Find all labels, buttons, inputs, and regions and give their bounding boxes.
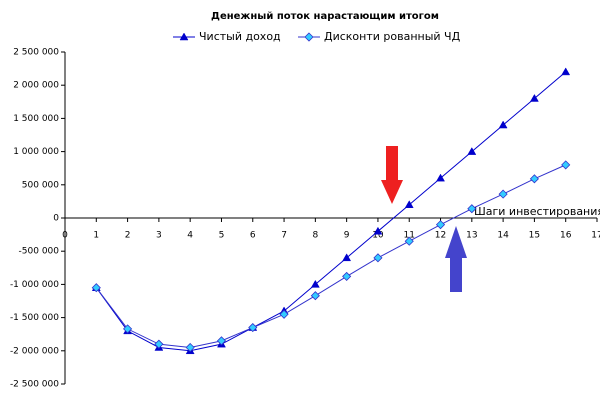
x-tick-label: 9 — [344, 231, 350, 241]
marker — [342, 253, 352, 262]
x-tick-label: 13 — [466, 231, 477, 241]
marker — [561, 67, 571, 76]
x-tick-label: 16 — [560, 231, 572, 241]
x-tick-label: 0 — [62, 231, 68, 241]
y-tick-label: -2 000 000 — [10, 346, 59, 356]
marker — [373, 253, 383, 263]
x-tick-label: 12 — [435, 231, 446, 241]
x-tick-label: 17 — [591, 231, 600, 241]
marker — [279, 309, 289, 319]
y-tick-label: -1 500 000 — [10, 313, 59, 323]
marker — [310, 279, 320, 288]
y-tick-label: 0 — [53, 214, 59, 224]
y-tick-label: -500 000 — [19, 247, 60, 257]
legend-marker — [304, 32, 314, 42]
marker — [216, 336, 227, 346]
x-tick-label: 14 — [497, 231, 509, 241]
marker — [467, 204, 477, 214]
marker — [123, 324, 133, 334]
marker — [310, 291, 320, 301]
marker — [435, 220, 446, 230]
marker — [529, 174, 539, 184]
x-tick-label: 8 — [312, 231, 318, 241]
x-tick-label: 11 — [404, 231, 415, 241]
y-tick-label: 1 500 000 — [13, 114, 59, 124]
x-tick-label: 1 — [93, 231, 99, 241]
y-tick-label: -2 500 000 — [10, 380, 59, 390]
legend-marker — [179, 32, 189, 41]
x-tick-label: 6 — [250, 231, 256, 241]
marker — [373, 226, 383, 235]
x-axis-label: Шаги инвестирования — [474, 205, 600, 218]
marker — [154, 339, 164, 349]
x-tick-label: 5 — [219, 231, 225, 241]
x-tick-label: 7 — [281, 231, 287, 241]
arrow-up — [445, 226, 467, 292]
y-tick-label: 2 000 000 — [13, 81, 59, 91]
x-tick-label: 2 — [125, 231, 131, 241]
series-line — [95, 71, 567, 352]
marker — [404, 236, 414, 246]
y-tick-label: -1 000 000 — [10, 280, 59, 290]
y-tick-label: 500 000 — [22, 180, 59, 190]
marker — [436, 173, 445, 182]
marker — [561, 160, 571, 170]
series-line — [95, 164, 566, 348]
y-tick-label: 1 000 000 — [13, 147, 59, 157]
legend-label: Чистый доход — [199, 30, 281, 43]
marker — [342, 271, 352, 281]
marker — [498, 189, 508, 199]
marker — [185, 342, 195, 353]
x-tick-label: 15 — [529, 231, 540, 241]
x-tick-label: 4 — [187, 231, 193, 241]
y-tick-label: 2 500 000 — [13, 48, 59, 58]
legend-label: Дисконти рованный ЧД — [324, 30, 461, 43]
chart-title: Денежный поток нарастающим итогом — [211, 11, 439, 22]
x-tick-label: 3 — [156, 231, 162, 241]
marker — [91, 283, 101, 293]
marker — [529, 93, 539, 102]
marker — [467, 147, 477, 155]
arrow-down — [381, 146, 403, 204]
x-tick-label: 10 — [372, 231, 384, 241]
marker — [248, 322, 258, 333]
marker — [498, 120, 508, 129]
marker — [404, 200, 414, 208]
